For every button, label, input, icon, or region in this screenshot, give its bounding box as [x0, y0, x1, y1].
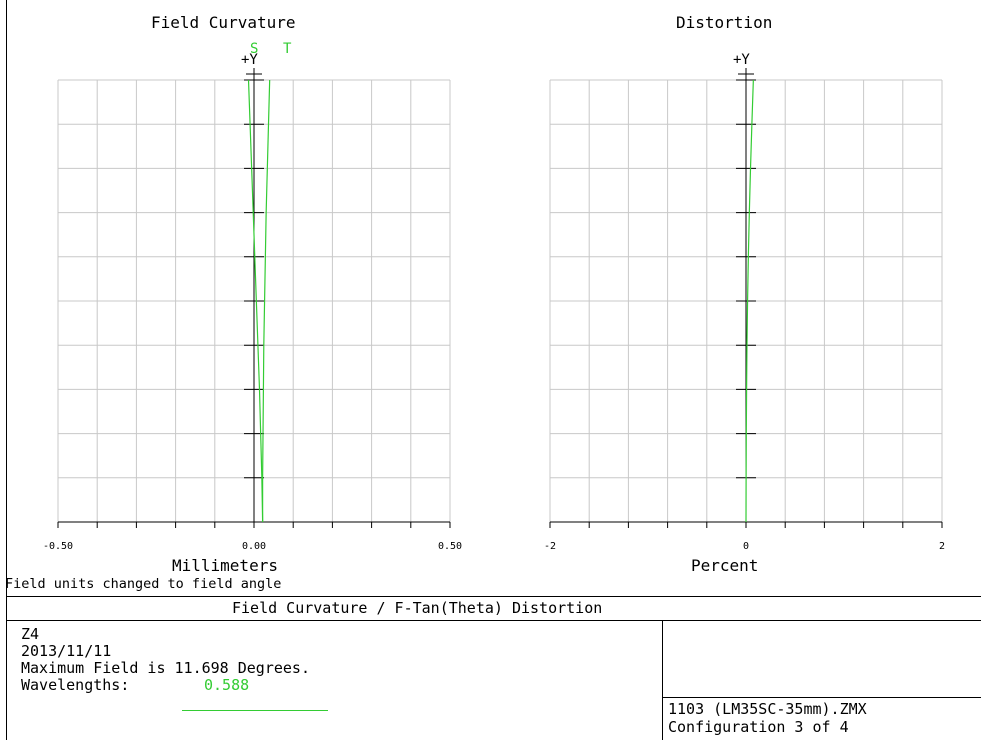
chart-1-x-tick-label-0: -2: [544, 541, 556, 552]
field-curvature-title: Field Curvature: [151, 13, 296, 32]
distortion-title: Distortion: [676, 13, 773, 32]
outer-frame-left: [6, 0, 7, 740]
x-axis-label-percent: Percent: [691, 556, 759, 575]
field-units-note: Field units changed to field angle: [5, 576, 282, 592]
chart-0-x-tick-label-0: -0.50: [43, 541, 73, 552]
y-axis-marker-left: +Y: [241, 52, 258, 68]
chart-1-series-0-line: [745, 79, 754, 523]
footer-divider: [662, 620, 663, 740]
y-axis-marker-right: +Y: [733, 52, 750, 68]
configuration: Configuration 3 of 4: [668, 718, 849, 736]
footer-title-line: [6, 620, 981, 621]
file-name: 1103 (LM35SC-35mm).ZMX: [668, 700, 867, 718]
footer-line-2: 2013/11/11: [21, 642, 112, 660]
footer-title: Field Curvature / F-Tan(Theta) Distortio…: [232, 599, 603, 617]
wavelength-color-swatch: [182, 710, 328, 711]
chart-0-x-tick-label-2: 0.50: [438, 541, 462, 552]
chart-0-series-S-line: [247, 79, 264, 523]
x-axis-label-millimeters: Millimeters: [172, 556, 278, 575]
series-label-s: S: [250, 41, 259, 57]
footer-line-1: Z4: [21, 625, 40, 643]
footer-top-line: [6, 596, 981, 597]
footer-file-line: [662, 697, 981, 698]
footer-line-3: Maximum Field is 11.698 Degrees.: [21, 659, 310, 677]
chart-0-series-T-line: [262, 79, 271, 522]
wavelength-value: 0.588: [204, 676, 250, 694]
chart-1-x-tick-label-1: 0: [743, 541, 749, 552]
chart-0-x-tick-label-1: 0.00: [242, 541, 266, 552]
series-label-t: T: [283, 41, 292, 57]
chart-1-x-tick-label-2: 2: [939, 541, 945, 552]
wavelength-label: Wavelengths:: [21, 676, 130, 694]
